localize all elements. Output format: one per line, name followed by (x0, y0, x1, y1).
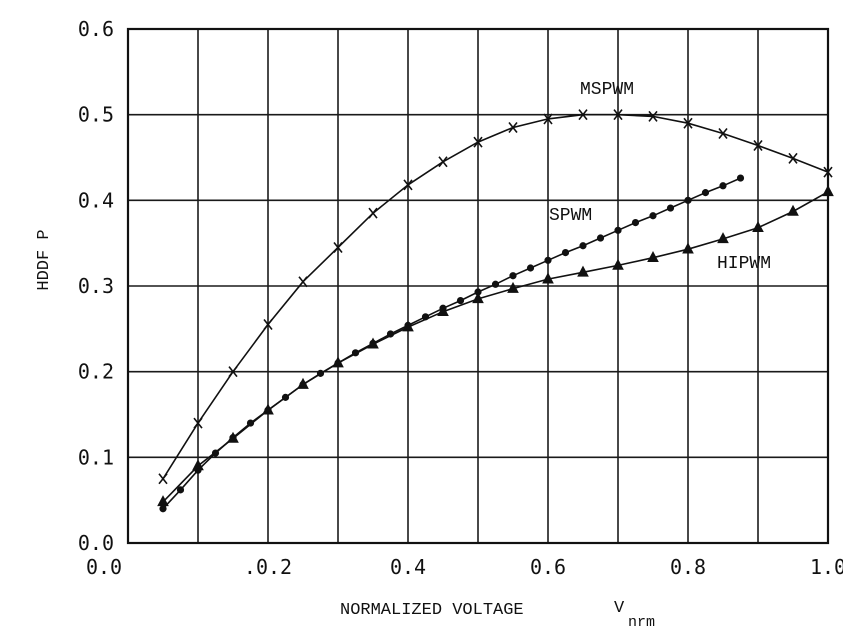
marker-spwm (701, 189, 710, 197)
marker-spwm (526, 264, 535, 272)
marker-mspwm (403, 179, 413, 191)
marker-spwm (159, 505, 167, 513)
marker-hipwm (262, 403, 274, 415)
x-tick-label: 0.8 (670, 555, 706, 579)
marker-hipwm (787, 204, 799, 216)
series-curves (162, 113, 829, 510)
marker-spwm (684, 196, 692, 204)
marker-hipwm (472, 292, 484, 304)
marker-mspwm (788, 152, 798, 164)
x-tick-label: 0.6 (530, 555, 566, 579)
y-tick-label: 0.5 (78, 103, 114, 127)
y-tick-label: 0.0 (78, 531, 114, 555)
marker-hipwm (717, 232, 729, 244)
x-tick-label: .0.2 (244, 555, 292, 579)
marker-mspwm (683, 117, 693, 129)
marker-hipwm (577, 265, 589, 277)
marker-hipwm (367, 337, 379, 349)
plot-frame (126, 27, 830, 545)
x-axis-symbol: V (614, 599, 625, 618)
marker-spwm (351, 349, 360, 357)
series-line-hipwm (162, 191, 829, 503)
series-line-mspwm (162, 113, 829, 480)
y-tick-label: 0.3 (78, 274, 114, 298)
marker-spwm (666, 204, 675, 212)
marker-mspwm (718, 128, 728, 140)
y-tick-label: 0.4 (78, 188, 114, 212)
marker-spwm (316, 369, 325, 377)
marker-mspwm (298, 276, 308, 288)
y-tick-label: 0.6 (78, 17, 114, 41)
marker-spwm (596, 234, 605, 242)
gridlines (128, 29, 828, 543)
marker-mspwm (508, 122, 518, 134)
y-tick-label: 0.2 (78, 360, 114, 384)
marker-spwm (631, 219, 640, 227)
marker-hipwm (752, 221, 764, 233)
marker-spwm (614, 226, 622, 234)
marker-spwm (421, 313, 430, 321)
marker-hipwm (227, 431, 239, 443)
marker-hipwm (507, 281, 519, 293)
marker-spwm (561, 248, 570, 257)
marker-spwm (544, 256, 552, 264)
marker-mspwm (543, 113, 553, 125)
marker-mspwm (753, 140, 763, 152)
marker-hipwm (332, 356, 344, 368)
marker-spwm (719, 182, 727, 190)
series-label-mspwm: MSPWM (580, 80, 634, 100)
x-tick-label: 0.4 (390, 555, 426, 579)
x-tick-label: 1.0 (810, 555, 843, 579)
marker-mspwm (613, 109, 623, 121)
marker-mspwm (368, 207, 378, 219)
series-line-spwm (162, 177, 741, 510)
marker-mspwm (333, 241, 343, 253)
marker-mspwm (438, 156, 448, 168)
marker-mspwm (158, 473, 168, 485)
marker-spwm (281, 393, 290, 401)
marker-spwm (736, 174, 745, 182)
marker-mspwm (578, 109, 588, 121)
marker-spwm (246, 419, 255, 427)
marker-mspwm (263, 319, 273, 331)
x-tick-labels: 0.0 .0.2 0.4 0.6 0.8 1.0 (86, 555, 843, 579)
marker-hipwm (437, 304, 449, 317)
marker-mspwm (473, 136, 483, 148)
marker-hipwm (192, 459, 204, 471)
marker-hipwm (542, 272, 554, 284)
marker-mspwm (648, 110, 658, 122)
x-axis-subscript: nrm (628, 614, 655, 628)
x-tick-label: 0.0 (86, 555, 122, 579)
marker-hipwm (647, 251, 659, 263)
series-labels: MSPWM SPWM HIPWM (549, 80, 771, 274)
series-label-hipwm: HIPWM (717, 254, 771, 274)
marker-mspwm (193, 417, 203, 429)
marker-spwm (579, 242, 587, 250)
marker-hipwm (612, 258, 624, 270)
marker-spwm (509, 272, 517, 280)
marker-spwm (491, 280, 500, 288)
x-axis-label: NORMALIZED VOLTAGE (340, 601, 524, 620)
marker-hipwm (682, 242, 694, 254)
marker-hipwm (297, 377, 309, 389)
y-tick-label: 0.1 (78, 445, 114, 469)
marker-spwm (456, 296, 465, 305)
marker-spwm (386, 330, 395, 338)
marker-mspwm (228, 366, 238, 378)
marker-spwm (649, 212, 657, 220)
series-label-spwm: SPWM (549, 206, 592, 226)
series-markers (157, 109, 834, 513)
marker-spwm (176, 486, 185, 494)
marker-hipwm (402, 320, 414, 332)
marker-spwm (211, 449, 220, 457)
marker-hipwm (157, 495, 169, 507)
x-axis-title: NORMALIZED VOLTAGE V nrm (340, 599, 655, 628)
y-axis-label: HDDF P (35, 229, 54, 290)
y-tick-labels: 0.0 0.1 0.2 0.3 0.4 0.5 0.6 (78, 17, 114, 555)
